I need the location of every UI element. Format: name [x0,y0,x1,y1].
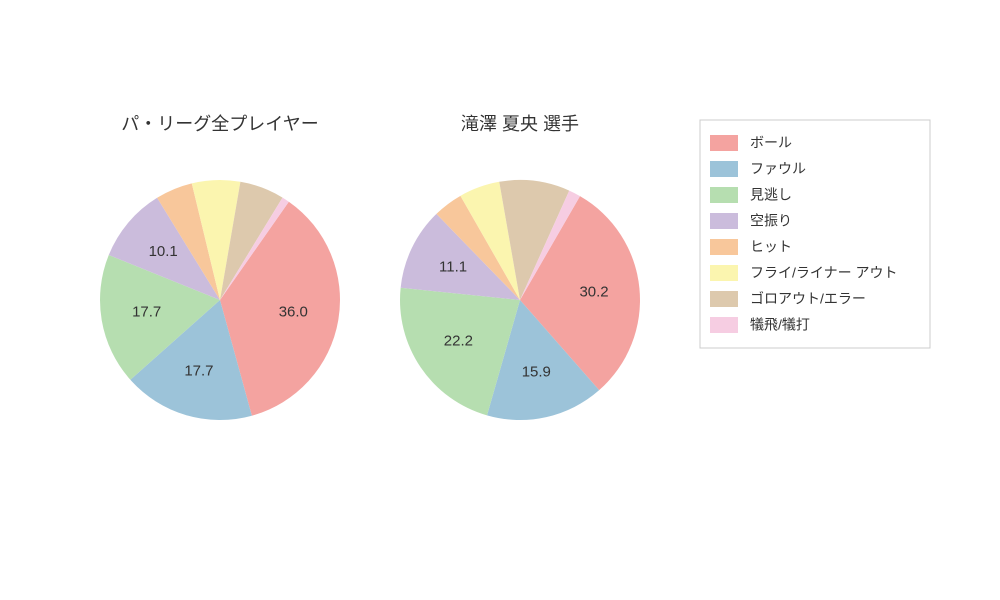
legend-label-swing: 空振り [750,213,792,229]
pie-label-ball: 36.0 [279,304,308,321]
legend-swatch-sac [710,317,738,333]
chart-stage: パ・リーグ全プレイヤー 36.0 17.7 17.7 10.1 滝澤 夏央 選手 30.2 1… [0,0,1000,600]
chart-svg: パ・リーグ全プレイヤー 36.0 17.7 17.7 10.1 滝澤 夏央 選手 30.2 1… [0,0,1000,600]
pie-label-swing: 11.1 [439,259,467,276]
legend-swatch-ball [710,135,738,151]
legend-label-sac: 犠飛/犠打 [750,317,810,333]
legend-label-flyout: フライ/ライナー アウト [750,265,898,281]
chart-title: パ・リーグ全プレイヤー [121,114,318,134]
legend-swatch-look [710,187,738,203]
legend-frame [700,120,930,348]
legend-label-foul: ファウル [750,161,806,177]
legend-swatch-hit [710,239,738,255]
legend-label-groundout: ゴロアウト/エラー [750,291,866,307]
legend-swatch-groundout [710,291,738,307]
pie-label-ball: 30.2 [579,284,608,301]
legend-swatch-foul [710,161,738,177]
legend-label-look: 見逃し [750,187,792,203]
legend-label-hit: ヒット [750,239,792,255]
pie-label-look: 17.7 [132,304,161,321]
pie-label-foul: 15.9 [522,364,551,381]
pie-label-swing: 10.1 [149,243,178,260]
legend-swatch-flyout [710,265,738,281]
pie-label-foul: 17.7 [184,362,213,379]
legend-label-ball: ボール [750,135,792,151]
pie-label-look: 22.2 [444,333,473,350]
legend-swatch-swing [710,213,738,229]
chart-title: 滝澤 夏央 選手 [461,114,579,134]
